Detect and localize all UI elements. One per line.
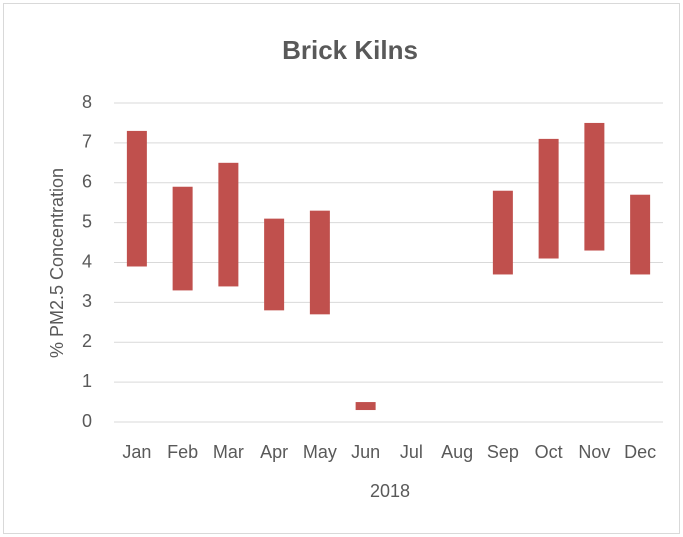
x-tick-label: Jan [122,442,151,462]
y-axis-label: % PM2.5 Concentration [47,168,67,358]
y-tick-label: 4 [82,251,92,271]
chart-title: Brick Kilns [282,35,418,65]
x-tick-label: Nov [578,442,610,462]
x-tick-label: Sep [487,442,519,462]
bar [172,186,193,291]
y-tick-label: 7 [82,132,92,152]
x-tick-label: Jul [400,442,423,462]
x-tick-label: May [303,442,337,462]
y-tick-label: 8 [82,92,92,112]
chart-frame [3,3,680,534]
x-tick-label: Dec [624,442,656,462]
x-tick-label: Apr [260,442,288,462]
bar [584,122,605,251]
bar [218,162,239,287]
x-tick-label: Mar [213,442,244,462]
x-tick-label: Aug [441,442,473,462]
x-tick-label: Feb [167,442,198,462]
y-tick-label: 2 [82,331,92,351]
bar [630,194,651,275]
x-tick-label: Oct [535,442,563,462]
y-tick-label: 1 [82,371,92,391]
bar [538,138,559,259]
y-tick-label: 5 [82,211,92,231]
bar [492,190,513,275]
y-tick-label: 6 [82,172,92,192]
x-tick-label: Jun [351,442,380,462]
bar [355,402,376,411]
bar [309,210,330,315]
x-axis-label: 2018 [370,481,410,501]
y-tick-label: 3 [82,291,92,311]
y-tick-label: 0 [82,411,92,431]
bar [126,130,147,267]
bar [264,218,285,311]
